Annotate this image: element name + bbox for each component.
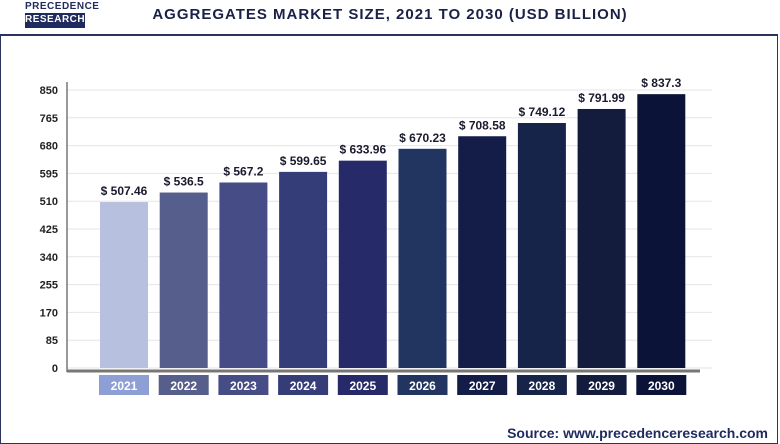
bar-2023: [219, 182, 268, 368]
x-tick-label: 2024: [290, 379, 317, 393]
x-label-box: [636, 375, 687, 395]
data-label: $ 633.96: [339, 143, 386, 157]
bar-2027: [458, 136, 507, 368]
x-tick-label: 2025: [349, 379, 376, 393]
y-tick-label: 595: [40, 168, 58, 180]
x-tick-label: 2021: [111, 379, 138, 393]
data-label: $ 567.2: [223, 164, 263, 178]
x-label-box: [337, 375, 388, 395]
bar-2025: [338, 160, 387, 368]
x-tick-label: 2022: [170, 379, 197, 393]
data-label: $ 507.46: [101, 184, 148, 198]
y-tick-label: 85: [46, 335, 58, 347]
bar-2029: [577, 108, 626, 368]
bar-2022: [159, 192, 208, 368]
data-label: $ 791.99: [578, 91, 625, 105]
y-tick-label: 170: [40, 307, 58, 319]
data-label: $ 599.65: [280, 154, 327, 168]
bar-2030: [637, 94, 686, 368]
logo-line2: RESEARCH: [25, 14, 86, 25]
data-label: $ 749.12: [519, 105, 566, 119]
x-tick-label: 2029: [588, 379, 615, 393]
bar-2028: [517, 122, 566, 369]
x-label-box: [397, 375, 448, 395]
bar-2021: [100, 202, 148, 368]
logo: PRECEDENCE RESEARCH: [25, 0, 100, 28]
y-tick-label: 340: [40, 252, 58, 264]
chart-title: AGGREGATES MARKET SIZE, 2021 TO 2030 (US…: [152, 6, 628, 23]
bar-2026: [398, 148, 447, 368]
y-tick-label: 255: [40, 280, 58, 292]
x-tick-label: 2023: [230, 379, 257, 393]
x-label-box: [158, 375, 209, 395]
x-label-box: [457, 375, 508, 395]
x-label-box: [278, 375, 329, 395]
y-tick-label: 680: [40, 141, 58, 153]
data-label: $ 837.3: [641, 76, 681, 90]
x-tick-label: 2028: [529, 379, 556, 393]
x-label-box: [516, 375, 567, 395]
x-tick-label: 2027: [469, 379, 496, 393]
source-text: Source: www.precedenceresearch.com: [507, 425, 768, 441]
y-tick-label: 765: [40, 113, 58, 125]
x-tick-label: 2030: [648, 379, 675, 393]
bar-2024: [279, 171, 328, 368]
y-tick-label: 850: [40, 85, 58, 97]
x-label-box: [218, 375, 269, 395]
y-tick-label: 0: [52, 363, 58, 375]
y-tick-label: 425: [40, 224, 58, 236]
data-label: $ 670.23: [399, 131, 446, 145]
x-label-box: [576, 375, 627, 395]
y-tick-label: 510: [40, 196, 58, 208]
logo-line1: PRECEDENCE: [25, 0, 100, 13]
x-label-box: [99, 375, 149, 395]
x-tick-label: 2026: [409, 379, 436, 393]
data-label: $ 536.5: [164, 175, 204, 189]
data-label: $ 708.58: [459, 118, 506, 132]
